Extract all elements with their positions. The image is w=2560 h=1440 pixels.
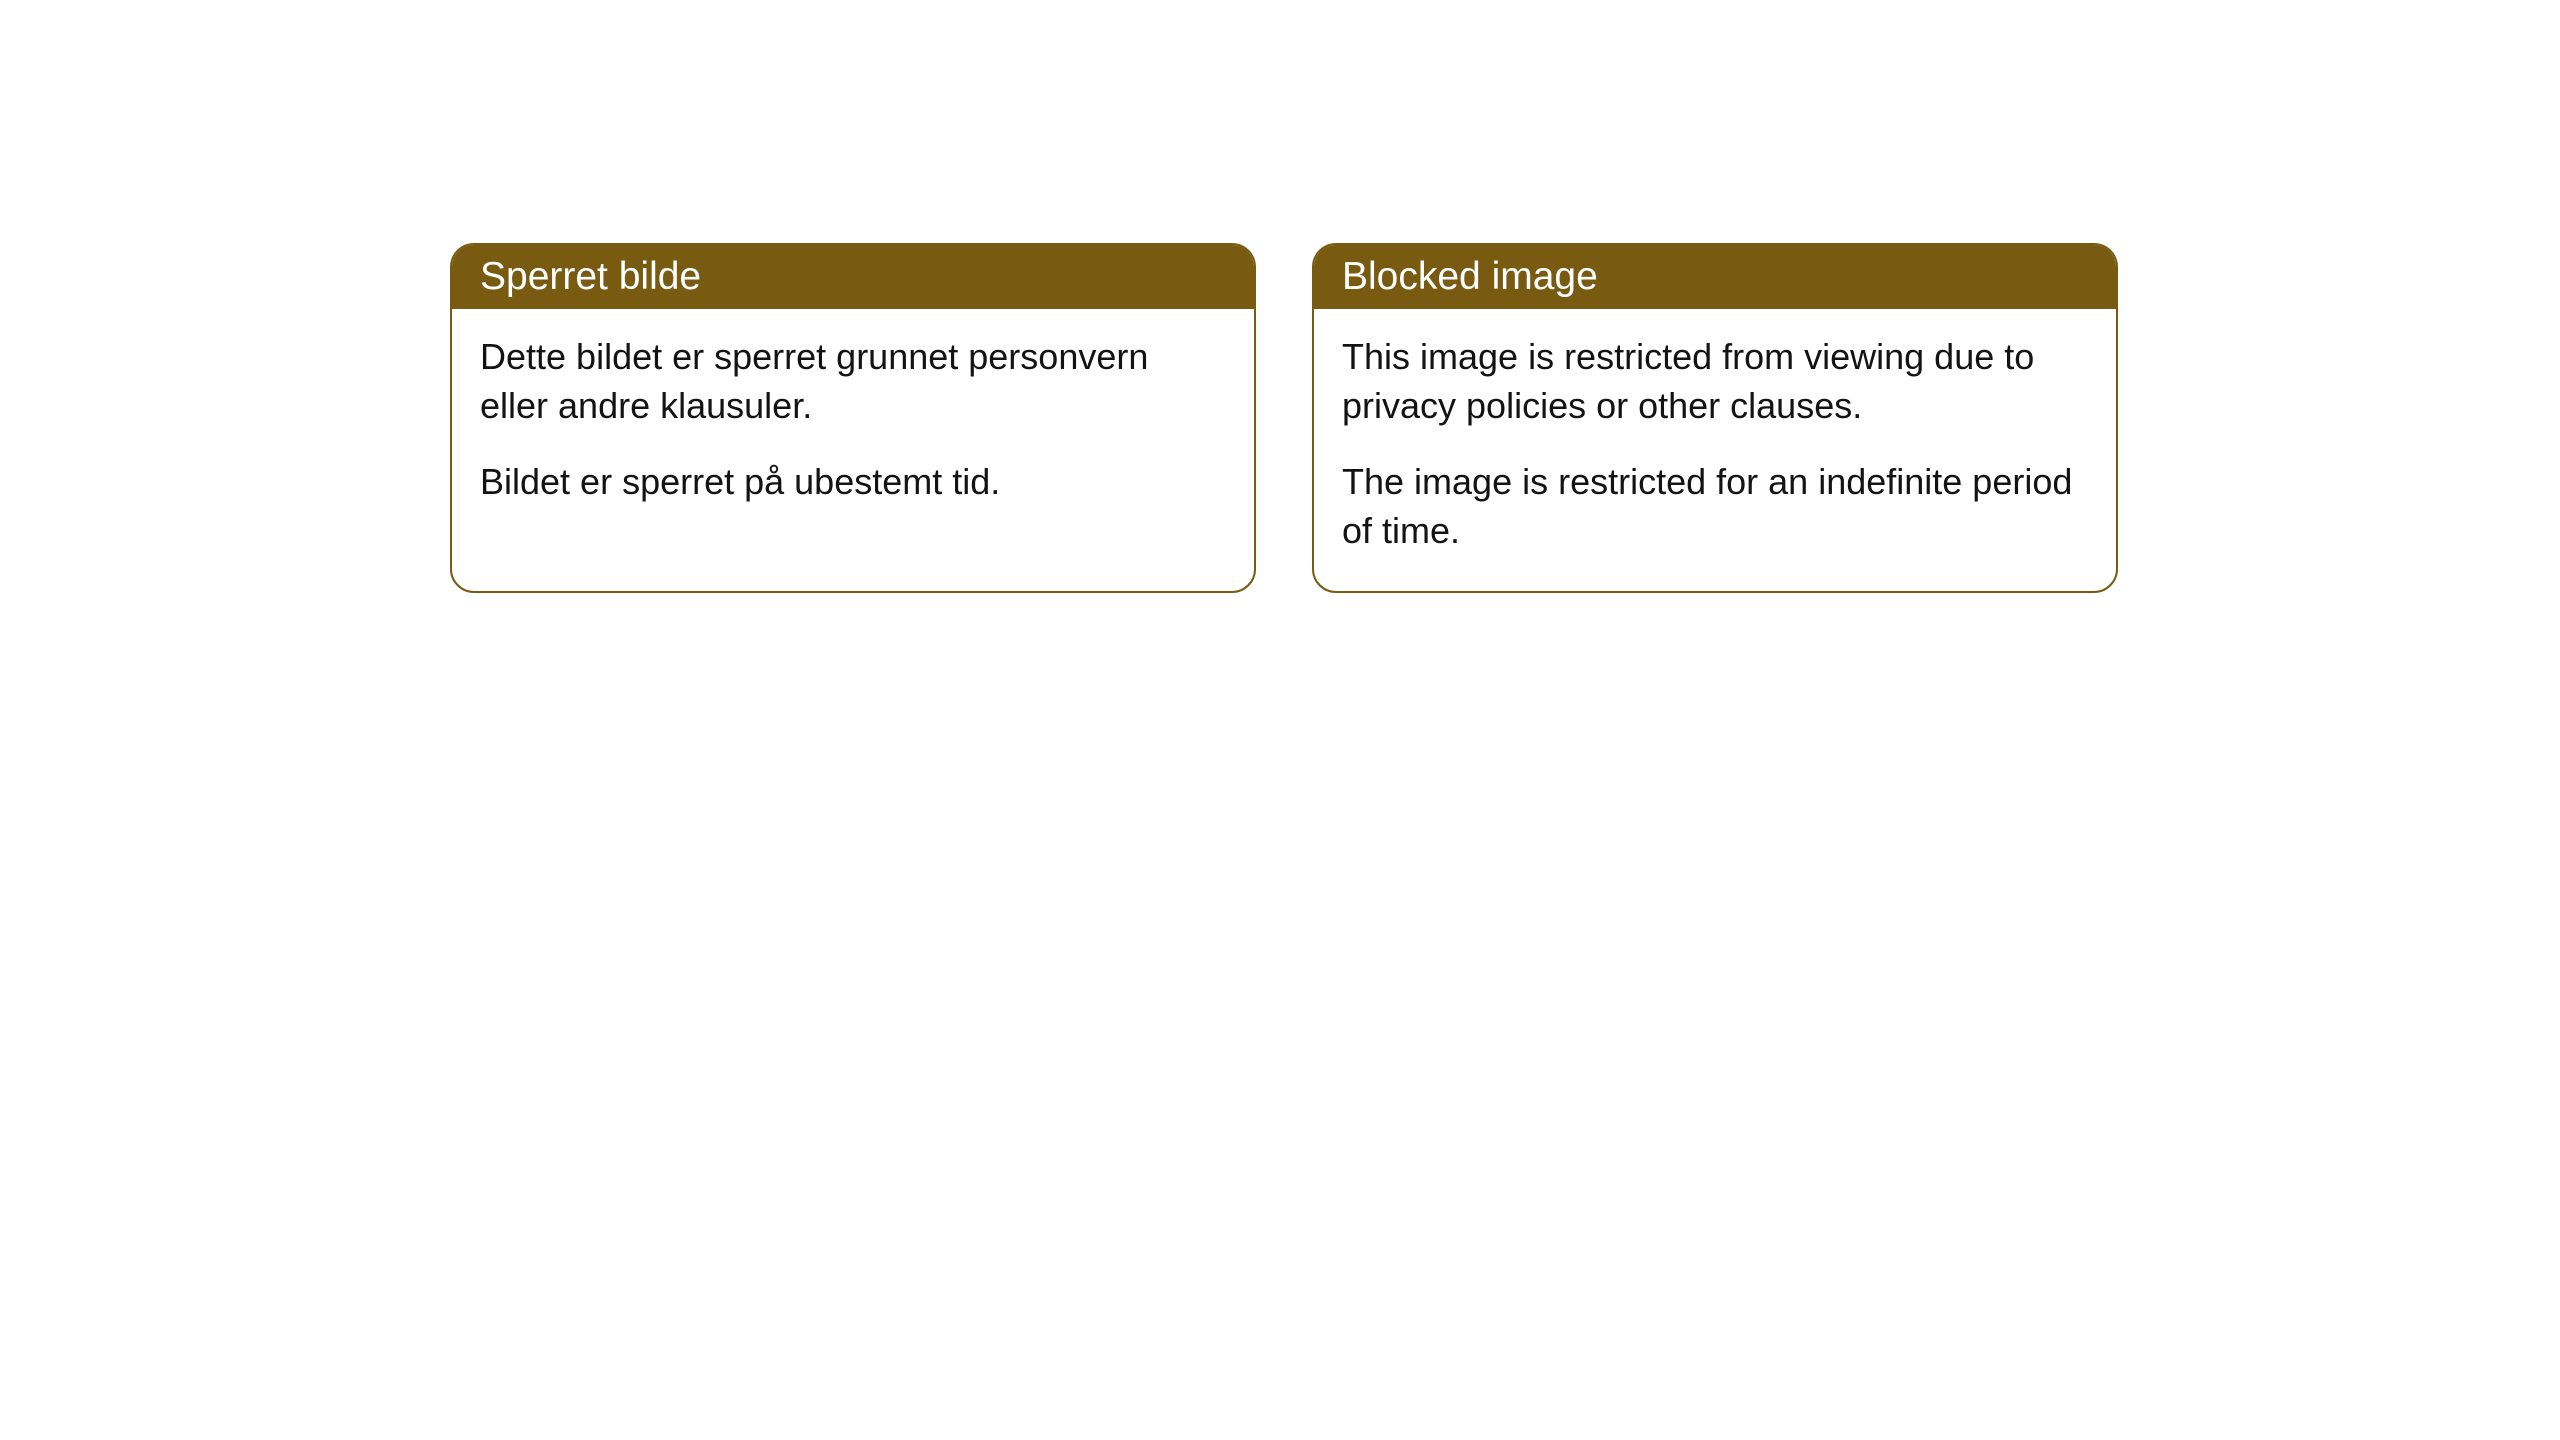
card-header-english: Blocked image	[1314, 245, 2116, 309]
notice-card-norwegian: Sperret bilde Dette bildet er sperret gr…	[450, 243, 1256, 593]
card-paragraph: Dette bildet er sperret grunnet personve…	[480, 333, 1226, 430]
card-paragraph: The image is restricted for an indefinit…	[1342, 458, 2088, 555]
card-title: Sperret bilde	[480, 255, 701, 298]
card-header-norwegian: Sperret bilde	[452, 245, 1254, 309]
card-paragraph: This image is restricted from viewing du…	[1342, 333, 2088, 430]
card-paragraph: Bildet er sperret på ubestemt tid.	[480, 458, 1226, 507]
card-body-english: This image is restricted from viewing du…	[1314, 309, 2116, 591]
card-body-norwegian: Dette bildet er sperret grunnet personve…	[452, 309, 1254, 543]
card-title: Blocked image	[1342, 255, 1598, 298]
notice-card-english: Blocked image This image is restricted f…	[1312, 243, 2118, 593]
notice-cards-container: Sperret bilde Dette bildet er sperret gr…	[450, 243, 2118, 593]
